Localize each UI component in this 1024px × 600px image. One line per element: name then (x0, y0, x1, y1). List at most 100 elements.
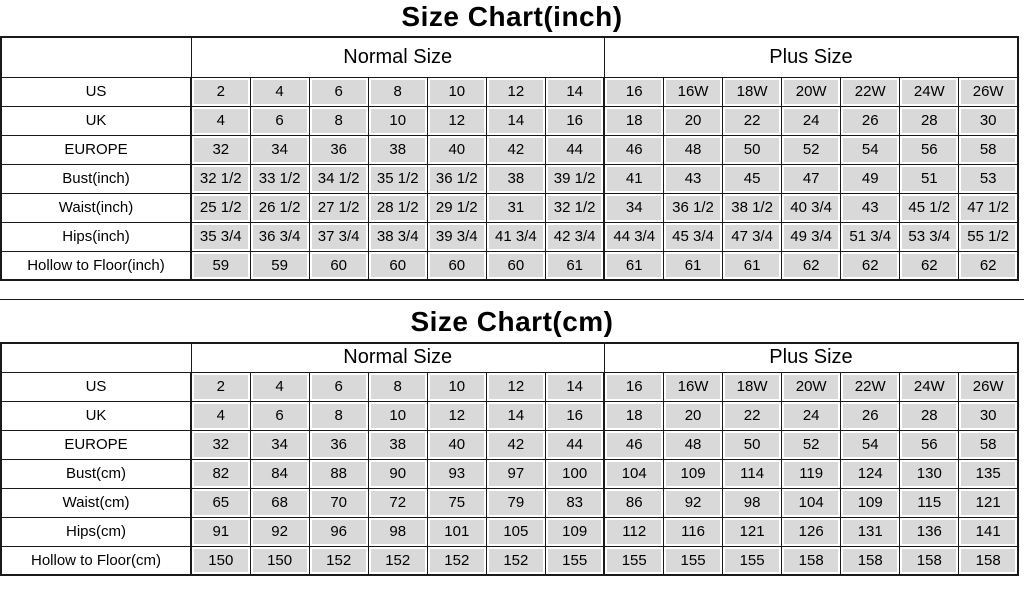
row-label: Hollow to Floor(cm) (0, 545, 192, 576)
size-cell: 32 1/2 (190, 163, 251, 194)
row-label: Hips(cm) (0, 516, 192, 547)
size-cell: 34 (249, 134, 310, 165)
size-table-row: Bust(inch) 32 1/2 33 1/2 34 1/2 35 1/2 36 1/2… (0, 163, 1019, 194)
size-cell: 8 (308, 105, 369, 136)
size-cell: 31 (485, 192, 546, 223)
size-cell: 4 (190, 105, 251, 136)
size-table-row: EUROPE 32 34 36 38 40 42 44 46 48 50 52 54 56 58 (0, 134, 1019, 165)
size-cell: 44 (544, 429, 606, 460)
size-cell: 49 3/4 (781, 221, 842, 252)
size-cell: 38 1/2 (722, 192, 783, 223)
size-cell: 42 (485, 134, 546, 165)
size-cell: 109 (840, 487, 901, 518)
row-label: Bust(cm) (0, 458, 192, 489)
row-label: Bust(inch) (0, 163, 192, 194)
size-cell: 130 (899, 458, 960, 489)
size-cell: 54 (840, 429, 901, 460)
size-cell: 75 (426, 487, 487, 518)
size-cell: 10 (426, 76, 487, 107)
size-cell: 126 (781, 516, 842, 547)
size-chart-inch-table: Normal Size Plus Size US 2 4 6 8 10 12 14 16 16W 1… (0, 36, 1019, 281)
size-cell: 158 (840, 545, 901, 576)
size-cell: 27 1/2 (308, 192, 369, 223)
size-cell: 12 (426, 400, 487, 431)
row-label: US (0, 76, 192, 107)
size-table-row: EUROPE 32 34 36 38 40 42 44 46 48 50 52 54 56 58 (0, 429, 1019, 460)
size-cell: 93 (426, 458, 487, 489)
size-cell: 40 (426, 134, 487, 165)
size-cell: 135 (958, 458, 1019, 489)
size-cell: 36 (308, 429, 369, 460)
size-cell: 155 (544, 545, 606, 576)
size-cell: 98 (367, 516, 428, 547)
size-cell: 49 (840, 163, 901, 194)
size-cell: 30 (958, 400, 1019, 431)
size-cell: 42 (485, 429, 546, 460)
size-cell: 30 (958, 105, 1019, 136)
size-cell: 32 (190, 429, 251, 460)
size-cell: 40 (426, 429, 487, 460)
size-cell: 14 (485, 105, 546, 136)
size-cell: 90 (367, 458, 428, 489)
size-cell: 36 1/2 (426, 163, 487, 194)
size-cell: 4 (190, 400, 251, 431)
size-cell: 155 (662, 545, 724, 576)
size-cell: 92 (249, 516, 310, 547)
size-cell: 46 (603, 134, 665, 165)
size-table-row: Hips(inch) 35 3/4 36 3/4 37 3/4 38 3/4 39 3/4… (0, 221, 1019, 252)
size-cell: 131 (840, 516, 901, 547)
size-cell: 121 (958, 487, 1019, 518)
size-cell: 22W (840, 371, 901, 402)
size-table-row: Waist(cm) 65 68 70 72 75 79 83 86 92 98 104 109 115 12… (0, 487, 1019, 518)
size-cell: 109 (662, 458, 724, 489)
size-cell: 28 1/2 (367, 192, 428, 223)
row-label: Waist(cm) (0, 487, 192, 518)
size-cell: 44 (544, 134, 606, 165)
row-label: Waist(inch) (0, 192, 192, 223)
size-cell: 16 (603, 76, 665, 107)
size-cell: 60 (426, 250, 487, 281)
size-cell: 18W (722, 371, 783, 402)
size-cell: 16 (603, 371, 665, 402)
size-cell: 2 (190, 371, 251, 402)
size-cell: 38 (367, 429, 428, 460)
size-cell: 46 (603, 429, 665, 460)
size-cell: 38 (367, 134, 428, 165)
size-cell: 16W (662, 76, 724, 107)
row-label: Hips(inch) (0, 221, 192, 252)
size-cell: 12 (485, 371, 546, 402)
size-cell: 43 (840, 192, 901, 223)
size-cell: 24W (899, 76, 960, 107)
size-cell: 104 (603, 458, 665, 489)
size-cell: 91 (190, 516, 251, 547)
size-cell: 158 (899, 545, 960, 576)
size-cell: 59 (190, 250, 251, 281)
size-cell: 12 (426, 105, 487, 136)
size-cell: 54 (840, 134, 901, 165)
size-cell: 72 (367, 487, 428, 518)
size-cell: 152 (367, 545, 428, 576)
size-cell: 112 (603, 516, 665, 547)
size-cell: 98 (722, 487, 783, 518)
size-cell: 79 (485, 487, 546, 518)
size-cell: 41 3/4 (485, 221, 546, 252)
size-cell: 4 (249, 371, 310, 402)
size-cell: 119 (781, 458, 842, 489)
size-cell: 55 1/2 (958, 221, 1019, 252)
size-cell: 43 (662, 163, 724, 194)
row-label: UK (0, 400, 192, 431)
size-cell: 44 3/4 (603, 221, 665, 252)
size-cell: 152 (426, 545, 487, 576)
corner-cell (0, 36, 192, 78)
size-cell: 6 (308, 371, 369, 402)
size-cell: 29 1/2 (426, 192, 487, 223)
size-cell: 26W (958, 76, 1019, 107)
size-cell: 45 1/2 (899, 192, 960, 223)
size-table-row: Hollow to Floor(cm) 150 150 152 152 152 152 155… (0, 545, 1019, 576)
plus-size-header: Plus Size (603, 36, 1019, 78)
size-cell: 37 3/4 (308, 221, 369, 252)
size-cell: 20W (781, 76, 842, 107)
row-label: US (0, 371, 192, 402)
size-table-row: Bust(cm) 82 84 88 90 93 97 100 104 109 114 119 124 13… (0, 458, 1019, 489)
size-cell: 51 (899, 163, 960, 194)
